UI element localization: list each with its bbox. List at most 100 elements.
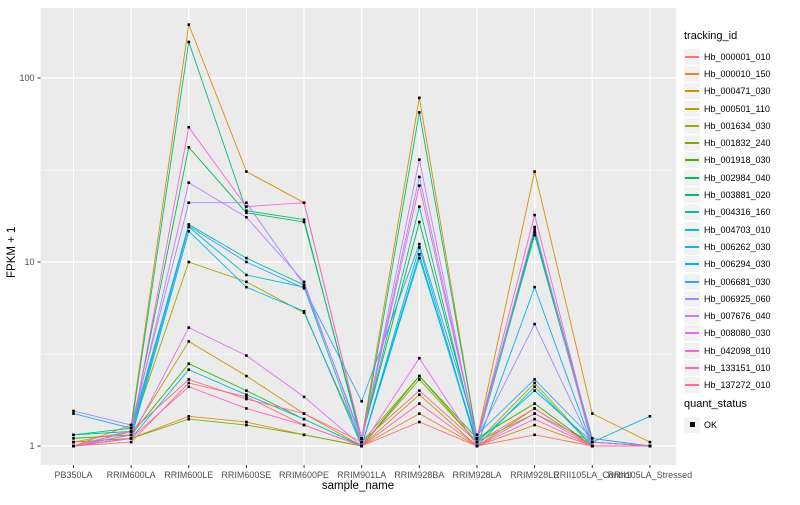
legend-line-swatch bbox=[685, 263, 699, 266]
data-point bbox=[590, 440, 594, 444]
x-axis-title: sample_name bbox=[322, 480, 394, 492]
data-point bbox=[648, 440, 652, 444]
data-point bbox=[72, 437, 75, 440]
legend-item-label: Hb_000010_150 bbox=[704, 68, 771, 79]
data-point bbox=[533, 231, 536, 234]
data-point bbox=[418, 420, 421, 424]
data-point bbox=[187, 362, 191, 366]
legend-item: Hb_133151_010 bbox=[684, 359, 800, 376]
x-tick-label: RRIM600LE bbox=[164, 470, 213, 480]
data-point bbox=[590, 444, 594, 448]
legend-line-swatch bbox=[685, 55, 699, 58]
data-point bbox=[418, 356, 421, 360]
legend-key bbox=[684, 256, 700, 273]
data-point bbox=[533, 228, 536, 231]
data-point bbox=[418, 402, 421, 405]
data-point bbox=[245, 205, 248, 208]
data-point bbox=[129, 426, 133, 430]
quant-legend-items: OK bbox=[684, 416, 800, 433]
data-point bbox=[475, 440, 479, 444]
data-point bbox=[533, 285, 536, 289]
legend-key bbox=[684, 342, 700, 359]
data-point bbox=[302, 423, 306, 427]
legend-key bbox=[684, 273, 700, 290]
data-point bbox=[360, 444, 363, 448]
data-point bbox=[475, 444, 479, 448]
legend-item: Hb_006262_030 bbox=[684, 238, 800, 255]
data-point bbox=[533, 412, 536, 415]
legend-key bbox=[684, 204, 700, 221]
legend-line-swatch bbox=[685, 280, 699, 283]
data-point bbox=[187, 415, 191, 418]
data-point bbox=[187, 368, 191, 371]
data-point bbox=[418, 412, 421, 415]
data-point bbox=[245, 285, 248, 289]
legend-key bbox=[684, 238, 700, 255]
data-point bbox=[245, 374, 248, 378]
data-point bbox=[302, 286, 306, 290]
legend-tracking-id: tracking_id Hb_000001_010 Hb_000010_150 Hb… bbox=[684, 30, 800, 394]
legend-line-swatch bbox=[685, 297, 699, 300]
legend-key bbox=[684, 290, 700, 307]
data-point bbox=[418, 111, 421, 114]
data-point bbox=[187, 260, 191, 264]
x-tick-label: RRIM928LA bbox=[452, 470, 501, 480]
data-point bbox=[418, 220, 421, 224]
y-tick-label: 1 bbox=[29, 441, 34, 451]
data-point bbox=[187, 326, 191, 329]
data-point bbox=[533, 170, 536, 173]
data-point bbox=[72, 444, 75, 448]
legend-key bbox=[684, 152, 700, 169]
legend-item-label: Hb_042098_010 bbox=[704, 345, 771, 356]
data-point bbox=[245, 211, 248, 215]
quant-legend-key bbox=[684, 416, 700, 433]
legend-line-swatch bbox=[685, 176, 699, 179]
data-point bbox=[187, 23, 191, 26]
data-point bbox=[360, 440, 363, 444]
data-point bbox=[187, 40, 191, 44]
data-point bbox=[187, 146, 191, 149]
legend-item: Hb_042098_010 bbox=[684, 342, 800, 359]
data-point bbox=[187, 385, 191, 389]
data-point bbox=[245, 273, 248, 277]
data-point bbox=[245, 407, 248, 410]
data-point bbox=[418, 242, 421, 246]
x-tick-label: RRIM928LE bbox=[510, 470, 559, 480]
legend-item: Hb_137272_010 bbox=[684, 377, 800, 394]
data-point bbox=[302, 220, 306, 224]
data-point bbox=[245, 423, 248, 427]
data-point bbox=[187, 125, 191, 129]
legend-item-label: Hb_133151_010 bbox=[704, 362, 771, 373]
data-point bbox=[418, 374, 421, 378]
legend-item: Hb_004703_010 bbox=[684, 221, 800, 238]
data-point bbox=[302, 309, 306, 313]
legend-item: Hb_001832_240 bbox=[684, 134, 800, 152]
data-point bbox=[475, 433, 479, 437]
legend-item: Hb_007676_040 bbox=[684, 307, 800, 325]
legend-item-label: Hb_007676_040 bbox=[704, 311, 771, 322]
legend-key bbox=[684, 48, 700, 65]
legend-title: tracking_id bbox=[684, 30, 738, 42]
data-point bbox=[245, 397, 248, 401]
data-point bbox=[245, 354, 248, 357]
x-tick-label: RRIM928BA bbox=[394, 470, 444, 480]
data-point bbox=[187, 378, 191, 381]
data-point bbox=[533, 322, 536, 326]
legend-item: Hb_006925_060 bbox=[684, 290, 800, 307]
legend-item: Hb_000001_010 bbox=[684, 48, 800, 65]
data-point bbox=[245, 260, 248, 264]
data-point bbox=[418, 184, 421, 187]
legend-line-swatch bbox=[685, 315, 699, 318]
legend-item: Hb_000010_150 bbox=[684, 65, 800, 82]
data-point bbox=[187, 340, 191, 343]
legend-item-label: Hb_004703_010 bbox=[704, 224, 771, 235]
data-point bbox=[533, 402, 536, 405]
data-point bbox=[302, 433, 306, 437]
data-point bbox=[302, 417, 306, 421]
data-point bbox=[187, 224, 191, 228]
data-point bbox=[533, 225, 536, 229]
legend-item-label: Hb_003881_020 bbox=[704, 190, 771, 201]
legend-line-swatch bbox=[685, 142, 699, 145]
legend-key bbox=[684, 65, 700, 82]
legend-item-label: Hb_000001_010 bbox=[704, 51, 771, 62]
